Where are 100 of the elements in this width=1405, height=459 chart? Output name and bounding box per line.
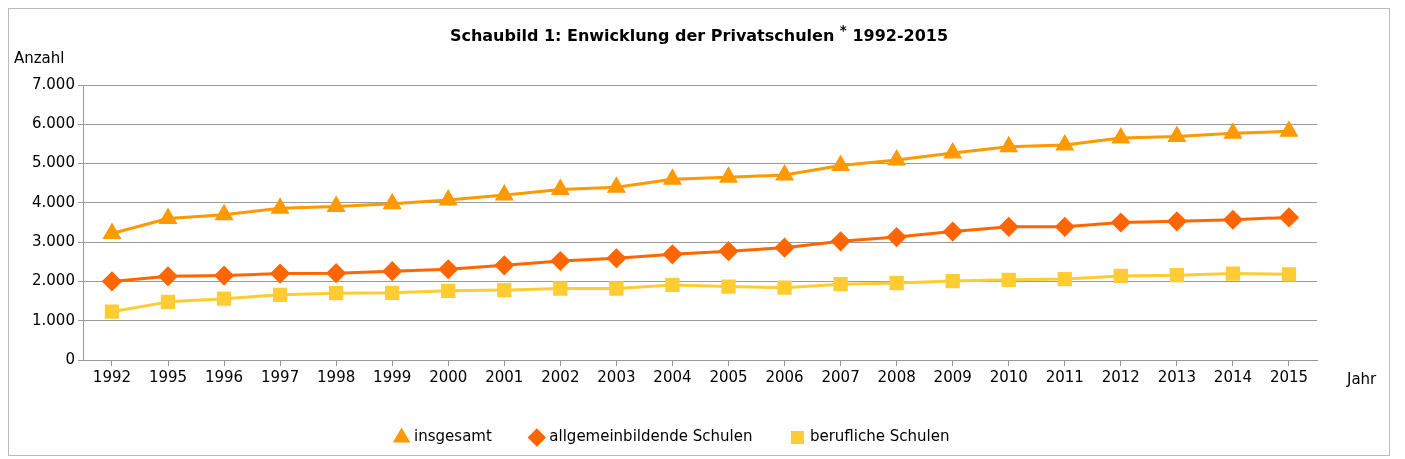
legend-label: insgesamt [414,427,492,446]
point [1056,135,1074,151]
x-tick-label: 2009 [933,368,972,387]
legend-label: berufliche Schulen [809,427,950,446]
x-tick-label: 2004 [653,368,692,387]
point [887,227,907,247]
point [999,135,1019,153]
point [494,256,514,276]
chart-title: Schaubild 1: Enwicklung der Privatschulen $^{*}$ 1992-2015 [448,22,950,46]
point [551,180,569,196]
y-tick-label: 1.000 [31,310,75,329]
point [944,143,962,159]
point [1112,128,1130,144]
y-tick-label: 6.000 [31,114,75,133]
point [270,264,290,284]
y-tick-label: 3.000 [31,232,75,251]
point [1168,127,1186,143]
x-tick-label: 1996 [204,368,244,387]
point [1281,267,1297,282]
x-tick-label: 2013 [1157,368,1196,387]
point [102,272,122,292]
point [888,150,906,166]
point [831,232,851,252]
point [1167,212,1187,232]
point [383,194,401,210]
x-tick-label: 1992 [92,368,132,387]
x-tick-label: 1995 [148,368,188,387]
point [385,285,400,301]
point [550,251,570,271]
point [160,295,176,310]
point [1111,213,1131,233]
x-tick-label: 2008 [877,368,916,387]
point [777,280,792,296]
x-tick-label: 2003 [597,368,636,387]
point [271,199,289,215]
point [1224,124,1242,140]
point [945,274,960,289]
point [662,245,682,265]
y-tick-label: 4.000 [31,193,75,212]
point [1055,217,1075,237]
x-tick-label: 2010 [989,368,1028,387]
point [1113,269,1128,284]
point [497,283,512,298]
point [606,249,626,269]
y-tick-label: 0 [65,350,75,369]
x-tick-label: 2001 [485,368,524,387]
point [382,262,402,282]
point [495,185,513,201]
point [721,279,736,295]
point [441,284,456,299]
x-tick-label: 1998 [317,368,356,387]
point [215,205,233,221]
y-tick-label: 7.000 [31,75,75,94]
x-tick-label: 2002 [541,368,580,387]
x-tick-label: 2005 [709,368,748,387]
x-tick-label: 2006 [765,368,804,387]
point [607,177,625,193]
x-axis-title: Jahr [1346,370,1378,389]
y-tick-label: 2.000 [31,271,75,290]
point [159,209,177,225]
point [720,168,737,184]
x-tick-label: 2015 [1269,368,1309,387]
point [776,165,793,181]
point [609,281,624,296]
x-tick-label: 2012 [1101,368,1140,387]
point [104,304,120,320]
x-tick-label: 2011 [1045,368,1084,387]
point [1001,273,1016,288]
y-tick-label: 5.000 [31,153,75,172]
point [664,170,681,186]
x-tick-label: 2000 [429,368,468,387]
point [775,238,795,258]
y-axis-title: Anzahl [13,49,65,68]
point [216,291,232,307]
point [326,264,346,284]
point [889,276,904,291]
point [272,287,288,303]
point [103,224,121,240]
x-tick-label: 2014 [1213,368,1253,387]
point [553,281,568,296]
point [832,156,850,172]
point [1057,272,1072,287]
point [438,260,458,280]
x-tick-label: 1999 [373,368,412,387]
point [439,190,457,206]
point [665,278,680,293]
point [1169,268,1185,283]
point [329,286,344,301]
point [1280,122,1298,138]
point [327,197,345,213]
point [833,277,848,292]
point [1223,210,1243,230]
point [999,217,1019,237]
point [1279,208,1299,228]
x-tick-label: 1997 [261,368,300,387]
x-tick-label: 2007 [821,368,860,387]
point [214,266,234,286]
point [719,242,738,262]
point [943,222,963,242]
point [1225,266,1241,282]
